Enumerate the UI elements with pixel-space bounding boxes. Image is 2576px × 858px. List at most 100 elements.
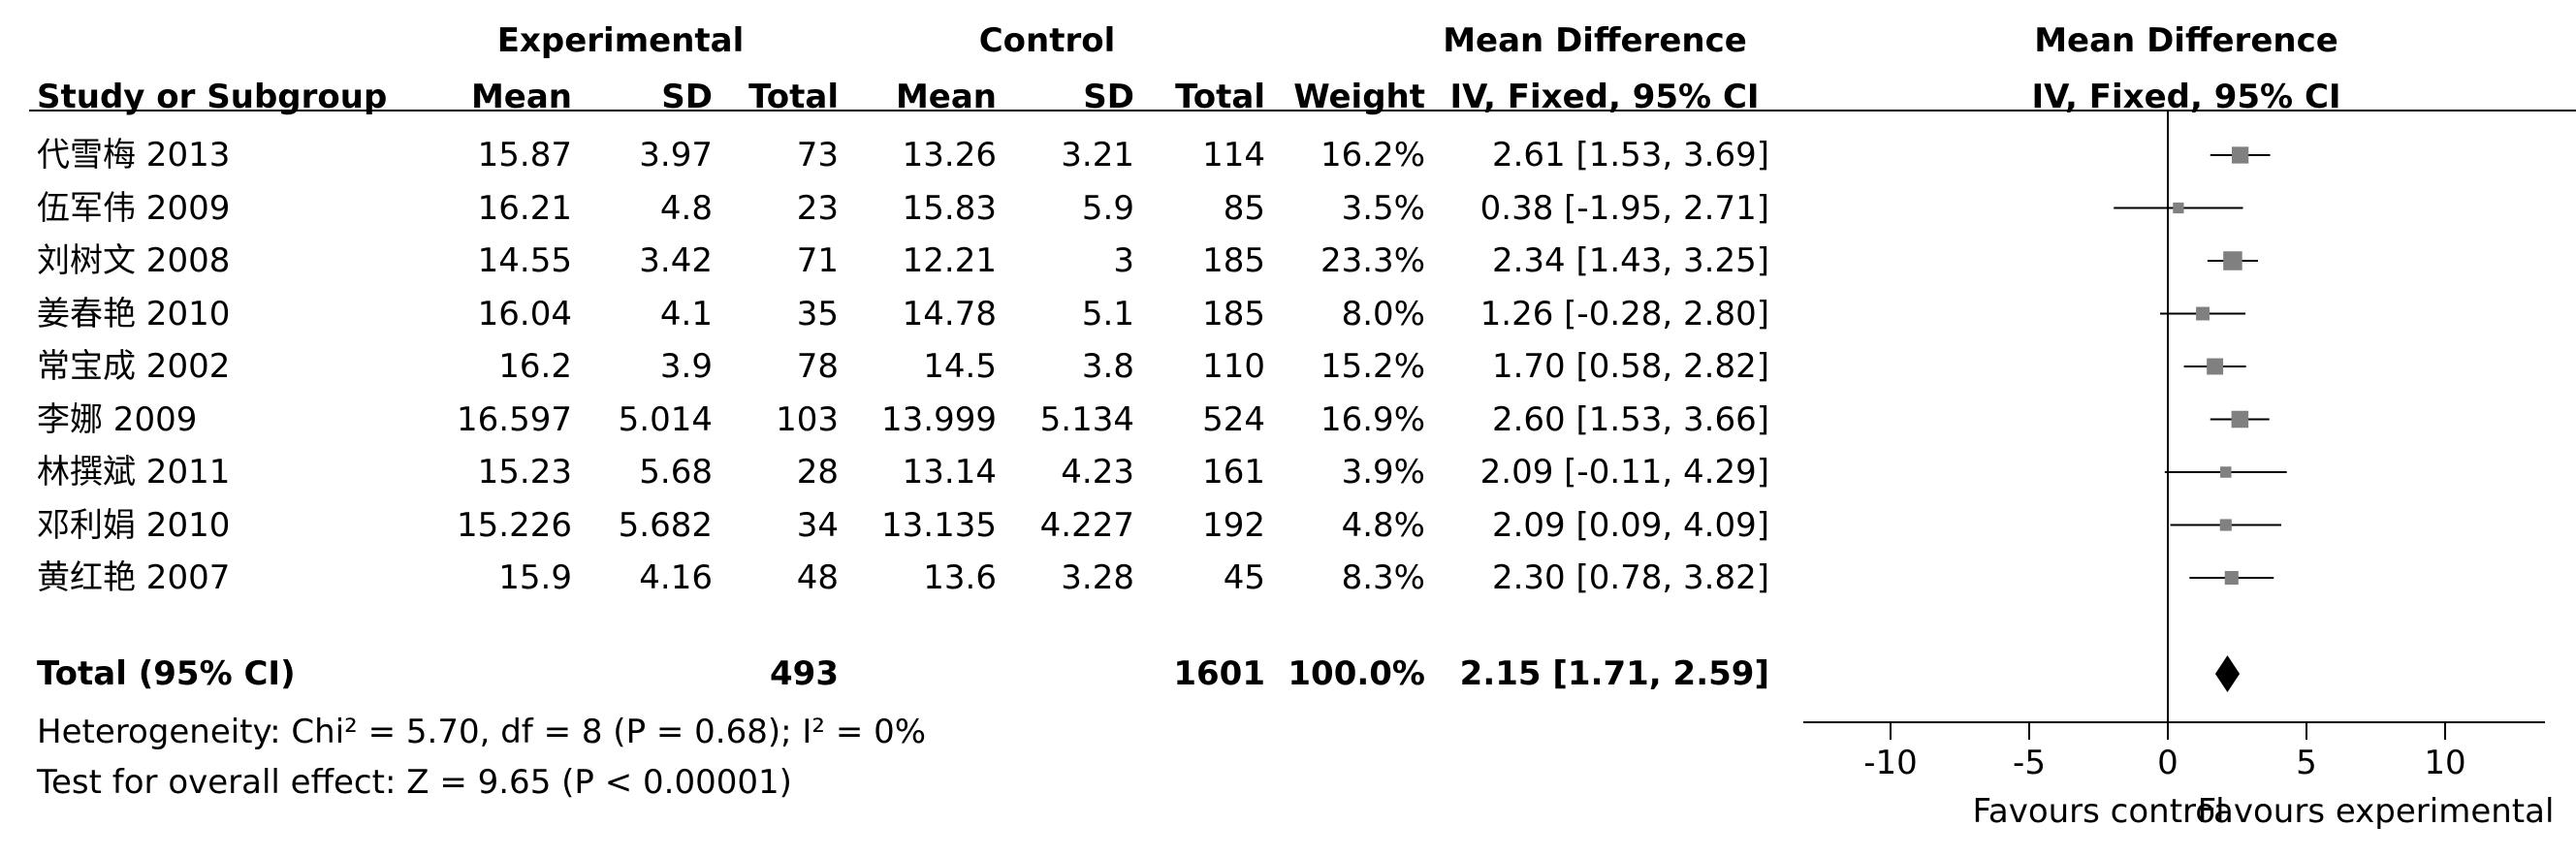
study-name: 姜春艳 2010 [37, 294, 231, 334]
c-sd-cell: 3.8 [1081, 347, 1134, 386]
total-c-total: 1601 [1173, 654, 1265, 693]
e-mean-cell: 16.597 [457, 399, 572, 439]
ci-cell: 2.61 [1.53, 3.69] [1491, 136, 1769, 175]
weight-cell: 3.9% [1341, 453, 1425, 492]
effect-marker [2232, 146, 2249, 164]
ci-cell: 0.38 [-1.95, 2.71] [1479, 188, 1769, 228]
e-total-cell: 71 [796, 241, 839, 280]
effect-marker [2196, 306, 2210, 321]
total-e-total: 493 [770, 654, 839, 693]
effect-marker [2219, 519, 2232, 531]
e-total-cell: 23 [796, 188, 839, 228]
ci-cell: 2.30 [0.78, 3.82] [1491, 558, 1769, 597]
study-name: 常宝成 2002 [37, 347, 231, 386]
effect-marker [2220, 466, 2232, 478]
weight-cell: 16.2% [1320, 136, 1425, 175]
c-mean-cell: 12.21 [902, 241, 997, 280]
e-sd-cell: 4.16 [639, 558, 713, 597]
c-mean-cell: 13.14 [902, 453, 997, 492]
c-total-cell: 85 [1223, 188, 1265, 228]
c-total-cell: 185 [1202, 241, 1265, 280]
c-sd-cell: 4.227 [1039, 505, 1134, 545]
x-tick-label: 10 [2424, 744, 2465, 782]
e-mean-cell: 15.226 [457, 505, 572, 545]
total-weight: 100.0% [1288, 654, 1425, 693]
favours-experimental-label: Favours experimental [2198, 792, 2555, 831]
e-mean-cell: 15.23 [477, 453, 572, 492]
ci-cell: 1.26 [-0.28, 2.80] [1479, 294, 1769, 334]
e-total-cell: 28 [796, 453, 839, 492]
c-mean-cell: 13.26 [902, 136, 997, 175]
study-name: 刘树文 2008 [37, 241, 231, 280]
c-total-cell: 192 [1202, 505, 1265, 545]
e-total-cell: 35 [796, 294, 839, 334]
experimental-group-header: Experimental [496, 21, 745, 60]
e-total-cell: 48 [796, 558, 839, 597]
study-name: 代雪梅 2013 [37, 136, 231, 175]
effect-marker [2224, 570, 2239, 586]
e-sd-cell: 5.68 [639, 453, 713, 492]
x-tick-label: -5 [2013, 744, 2046, 782]
c-total-cell: 114 [1202, 136, 1265, 175]
effect-marker [2173, 202, 2184, 214]
c-sd-cell: 5.134 [1039, 399, 1134, 439]
md-column-title: Mean Difference [1443, 21, 1747, 60]
c-total-cell: 185 [1202, 294, 1265, 334]
effect-marker [2231, 410, 2249, 429]
study-name: 李娜 2009 [37, 399, 198, 439]
c-sd-cell: 3.28 [1061, 558, 1134, 597]
weight-cell: 8.0% [1341, 294, 1425, 334]
c-sd-cell: 4.23 [1061, 453, 1134, 492]
e-mean-cell: 15.9 [498, 558, 572, 597]
study-name: 黄红艳 2007 [37, 558, 231, 597]
c-total-cell: 161 [1202, 453, 1265, 492]
e-sd-cell: 3.97 [639, 136, 713, 175]
e-total-cell: 78 [796, 347, 839, 386]
c-mean-cell: 13.999 [881, 399, 997, 439]
study-name: 邓利娟 2010 [37, 505, 231, 545]
c-mean-cell: 14.78 [902, 294, 997, 334]
x-tick-label: 5 [2296, 744, 2317, 782]
ci-cell: 2.09 [0.09, 4.09] [1491, 505, 1769, 545]
weight-cell: 8.3% [1341, 558, 1425, 597]
ci-cell: 2.60 [1.53, 3.66] [1491, 399, 1769, 439]
e-sd-cell: 4.1 [659, 294, 713, 334]
ci-cell: 2.09 [-0.11, 4.29] [1479, 453, 1769, 492]
favours-control-label: Favours control [1972, 792, 2224, 831]
e-sd-cell: 3.42 [639, 241, 713, 280]
c-mean-cell: 13.6 [923, 558, 997, 597]
c-sd-cell: 3.21 [1061, 136, 1134, 175]
e-sd-cell: 5.014 [618, 399, 713, 439]
ci-cell: 2.34 [1.43, 3.25] [1491, 241, 1769, 280]
ci-cell: 1.70 [0.58, 2.82] [1491, 347, 1769, 386]
x-tick-label: -10 [1863, 744, 1918, 782]
c-sd-cell: 3 [1113, 241, 1134, 280]
c-mean-cell: 13.135 [881, 505, 997, 545]
plot-title: Mean Difference [2034, 21, 2338, 60]
e-mean-cell: 14.55 [477, 241, 572, 280]
e-sd-cell: 5.682 [618, 505, 713, 545]
e-mean-cell: 15.87 [477, 136, 572, 175]
total-ci: 2.15 [1.71, 2.59] [1459, 654, 1769, 693]
weight-cell: 4.8% [1341, 505, 1425, 545]
control-group-header: Control [978, 21, 1116, 60]
weight-cell: 3.5% [1341, 188, 1425, 228]
c-total-cell: 45 [1223, 558, 1265, 597]
weight-cell: 16.9% [1320, 399, 1425, 439]
c-total-cell: 524 [1202, 399, 1265, 439]
c-sd-cell: 5.1 [1081, 294, 1134, 334]
e-sd-cell: 4.8 [659, 188, 713, 228]
c-mean-cell: 15.83 [902, 188, 997, 228]
effect-marker [2207, 358, 2224, 375]
overall-effect-text: Test for overall effect: Z = 9.65 (P < 0… [37, 763, 792, 802]
e-mean-cell: 16.21 [477, 188, 572, 228]
x-tick-label: 0 [2157, 744, 2178, 782]
e-mean-cell: 16.04 [477, 294, 572, 334]
effect-marker [2223, 251, 2242, 270]
c-mean-cell: 14.5 [923, 347, 997, 386]
e-mean-cell: 16.2 [498, 347, 572, 386]
e-total-cell: 103 [776, 399, 839, 439]
e-total-cell: 34 [796, 505, 839, 545]
study-name: 伍军伟 2009 [37, 188, 231, 228]
